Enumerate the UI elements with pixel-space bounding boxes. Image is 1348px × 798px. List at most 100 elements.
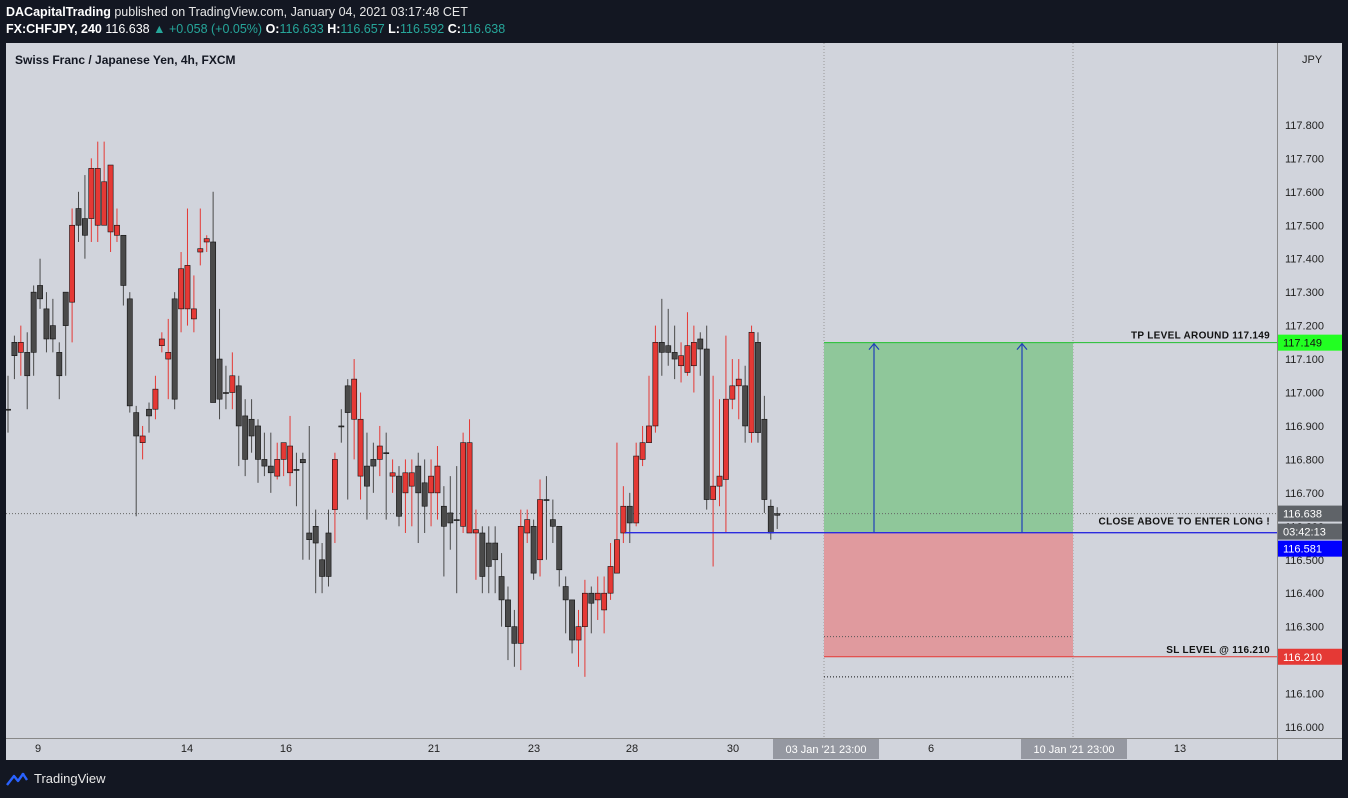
candle-body: [588, 592, 595, 604]
candle-body: [723, 398, 729, 480]
take-profit-zone: [824, 342, 1073, 533]
candle-body: [293, 469, 300, 471]
time-tick-label: 14: [181, 743, 193, 755]
candle-body: [498, 576, 505, 601]
time-range-label-bg: [773, 739, 879, 759]
price-tick-label: 116.500: [1285, 555, 1324, 567]
candle-body: [690, 342, 697, 367]
candle-body: [473, 529, 479, 534]
candle-body: [505, 599, 511, 627]
candle-body: [24, 352, 31, 377]
candle-body: [364, 465, 370, 487]
candle-body: [511, 626, 518, 644]
price-tick-label: 117.200: [1285, 321, 1324, 333]
candle-body: [639, 442, 646, 460]
candle-body: [274, 459, 281, 477]
candle-body: [408, 472, 415, 487]
candle-body: [466, 442, 473, 534]
candle-body: [325, 532, 332, 577]
candle-body: [203, 238, 210, 243]
price-tick-label: 116.000: [1285, 722, 1324, 734]
tradingview-logo-icon: [6, 772, 28, 786]
close-label: C:: [447, 22, 461, 36]
candle-body: [235, 385, 242, 427]
candle-body: [37, 285, 43, 300]
author-name[interactable]: DACapitalTrading: [6, 5, 111, 19]
low-label: L:: [388, 22, 400, 36]
plot-area: [6, 43, 1277, 738]
candle-body: [742, 385, 749, 427]
price-tick-label: 117.600: [1285, 187, 1324, 199]
candle-body: [562, 586, 569, 601]
candle-body: [646, 425, 652, 443]
candle-body: [88, 168, 95, 219]
candle-body: [633, 455, 640, 524]
tp-arrow-head: [1016, 342, 1028, 351]
candle-body: [453, 519, 460, 521]
candle-body: [11, 342, 18, 357]
price-tick-label: 117.300: [1285, 287, 1324, 299]
tradingview-brand[interactable]: TradingView: [6, 771, 106, 786]
candle-body: [428, 475, 434, 494]
candle-body: [69, 224, 75, 303]
candle-body: [389, 472, 396, 477]
open-label: O:: [265, 22, 280, 36]
open-value: 116.633: [279, 22, 324, 36]
high-label: H:: [327, 22, 341, 36]
candle-body: [197, 248, 204, 253]
price-tick-label: 116.900: [1285, 421, 1324, 433]
candle-body: [716, 475, 723, 487]
candle-body: [139, 435, 146, 443]
time-tick-label: 23: [528, 743, 540, 755]
candle-body: [133, 412, 140, 437]
candle-body: [774, 513, 781, 516]
publish-text: published on TradingView.com, January 04…: [114, 5, 468, 19]
candle-body: [652, 342, 659, 427]
stop-loss-zone: [824, 532, 1073, 657]
candle-body: [614, 539, 620, 574]
candle-body: [216, 358, 223, 400]
countdown-label-bg: [1278, 523, 1342, 540]
candle-body: [460, 442, 467, 527]
candle-body: [537, 499, 543, 561]
time-tick-label: 9: [35, 743, 41, 755]
candle-body: [607, 566, 614, 594]
candle-body: [492, 542, 499, 561]
candle-body: [447, 512, 454, 524]
candle-body: [210, 241, 217, 403]
candle-body: [434, 465, 441, 494]
candle-body: [370, 459, 377, 467]
entry-price-label: 116.581: [1283, 544, 1322, 556]
price-tick-label: 116.300: [1285, 622, 1324, 634]
candle-body: [549, 519, 556, 527]
candle-body: [6, 408, 11, 411]
time-tick-label: 30: [727, 743, 739, 755]
chart-frame[interactable]: TP LEVEL AROUND 117.149 CLOSE ABOVE TO EN…: [6, 43, 1342, 760]
candle-body: [517, 525, 524, 644]
candle-body: [280, 442, 287, 460]
time-tick-label: 28: [626, 743, 638, 755]
candle-body: [697, 338, 704, 350]
candle-body: [703, 348, 710, 500]
candle-body: [658, 342, 665, 353]
candle-body: [17, 342, 24, 353]
time-range-label: 10 Jan '21 23:00: [1033, 744, 1114, 756]
candle-body: [107, 164, 114, 233]
candle-body: [178, 268, 184, 310]
candle-body: [421, 482, 428, 507]
candle-body: [242, 415, 249, 460]
time-tick-label: 21: [428, 743, 440, 755]
publish-line: DACapitalTrading published on TradingVie…: [6, 5, 468, 19]
symbol-label[interactable]: FX:CHFJPY, 240: [6, 22, 102, 36]
price-tick-label: 117.800: [1285, 120, 1324, 132]
candle-body: [767, 505, 774, 534]
candle-body: [396, 475, 402, 517]
countdown-label: 03:42:13: [1283, 527, 1326, 539]
candlestick-chart[interactable]: TP LEVEL AROUND 117.149 CLOSE ABOVE TO EN…: [6, 43, 1342, 760]
candle-body: [255, 425, 261, 460]
candle-body: [729, 385, 736, 400]
time-tick-label: 13: [1174, 743, 1186, 755]
close-value: 116.638: [460, 22, 506, 36]
candle-body: [575, 626, 582, 641]
last-price-label-bg: [1278, 505, 1342, 522]
